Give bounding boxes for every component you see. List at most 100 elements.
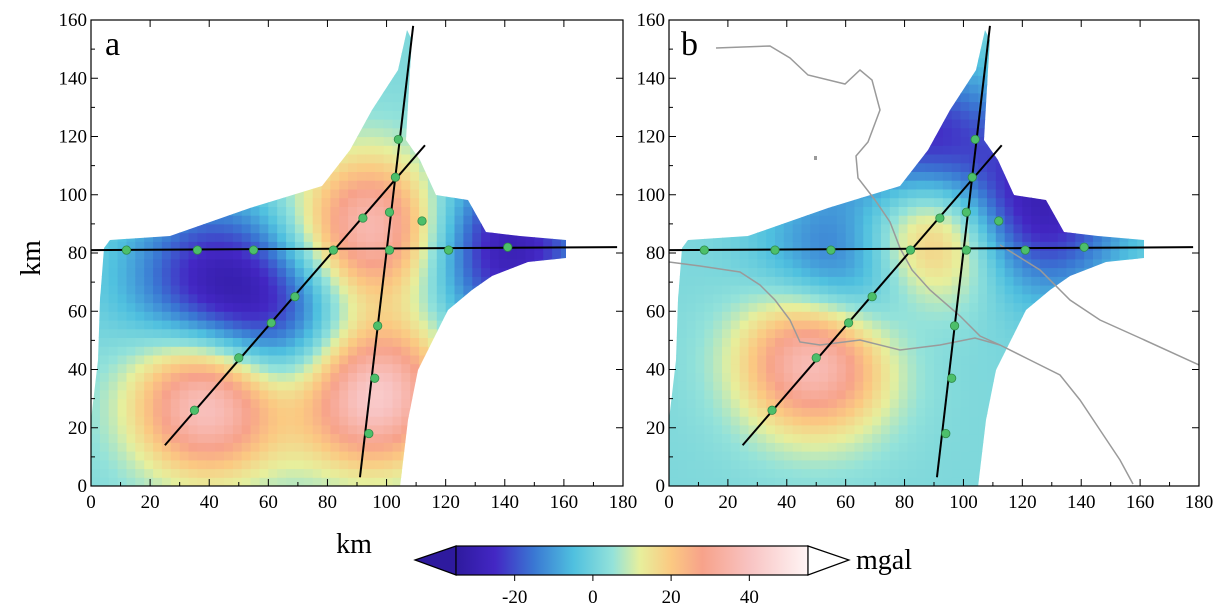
anomaly-cell xyxy=(215,258,225,269)
anomaly-cell xyxy=(206,328,216,338)
anomaly-cell xyxy=(135,354,145,365)
anomaly-cell xyxy=(775,276,785,286)
anomaly-cell xyxy=(925,389,935,400)
anomaly-cell xyxy=(188,372,198,382)
anomaly-cell xyxy=(215,381,225,391)
anomaly-cell xyxy=(197,424,207,435)
anomaly-cell xyxy=(775,381,785,391)
anomaly-cell xyxy=(321,442,331,452)
station-marker xyxy=(290,292,300,302)
anomaly-cell xyxy=(179,328,190,338)
anomaly-cell xyxy=(126,258,136,269)
anomaly-cell xyxy=(357,241,367,251)
anomaly-cell xyxy=(490,250,500,260)
anomaly-cell xyxy=(286,381,296,391)
anomaly-cell xyxy=(722,363,732,373)
anomaly-cell xyxy=(383,276,394,286)
anomaly-cell xyxy=(117,398,128,408)
anomaly-cell xyxy=(277,433,287,443)
station-marker xyxy=(393,134,403,145)
anomaly-cell xyxy=(686,451,697,461)
anomaly-cell xyxy=(925,381,935,391)
anomaly-cell xyxy=(303,407,314,417)
anomaly-cell xyxy=(845,372,856,382)
anomaly-cell xyxy=(766,232,776,242)
anomaly-cell xyxy=(179,381,190,391)
anomaly-cell xyxy=(739,468,750,478)
anomaly-cell xyxy=(713,311,723,321)
anomaly-cell xyxy=(161,363,172,373)
anomaly-cell xyxy=(339,162,349,172)
anomaly-cell xyxy=(810,293,820,304)
anomaly-cell xyxy=(713,424,723,435)
y-tick-label: 0 xyxy=(78,476,88,497)
anomaly-cell xyxy=(224,285,234,295)
anomaly-cell xyxy=(144,241,154,251)
anomaly-cell xyxy=(872,389,882,400)
anomaly-cell xyxy=(427,215,438,225)
anomaly-cell xyxy=(117,433,128,443)
anomaly-cell xyxy=(819,328,829,338)
anomaly-cell xyxy=(828,293,838,304)
anomaly-cell xyxy=(481,250,491,260)
anomaly-cell xyxy=(117,285,128,295)
anomaly-cell xyxy=(916,180,926,190)
anomaly-cell xyxy=(294,346,305,356)
anomaly-cell xyxy=(330,302,340,312)
anomaly-cell xyxy=(872,363,882,373)
anomaly-cell xyxy=(854,433,864,443)
anomaly-cell xyxy=(348,232,358,242)
anomaly-cell xyxy=(766,433,776,443)
anomaly-cell xyxy=(126,311,136,321)
anomaly-cell xyxy=(179,354,190,365)
anomaly-cell xyxy=(775,267,785,277)
x-tick-label: 0 xyxy=(86,492,96,513)
anomaly-cell xyxy=(704,311,714,321)
anomaly-cell xyxy=(348,459,358,470)
anomaly-cell xyxy=(188,468,198,478)
anomaly-cell xyxy=(330,459,340,470)
anomaly-cell xyxy=(925,302,935,312)
anomaly-cell xyxy=(250,206,261,216)
anomaly-cell xyxy=(330,337,340,347)
anomaly-cell xyxy=(232,267,243,277)
anomaly-cell xyxy=(925,477,935,486)
anomaly-cell xyxy=(889,468,900,478)
anomaly-cell xyxy=(766,363,776,373)
anomaly-cell xyxy=(144,337,154,347)
anomaly-cell xyxy=(872,258,882,269)
anomaly-cell xyxy=(153,337,163,347)
anomaly-cell xyxy=(730,424,741,435)
anomaly-cell xyxy=(748,433,758,443)
anomaly-cell xyxy=(215,293,225,304)
anomaly-cell xyxy=(294,302,305,312)
anomaly-cell xyxy=(722,250,732,260)
anomaly-cell xyxy=(704,285,714,295)
anomaly-cell xyxy=(445,232,456,242)
anomaly-cell xyxy=(321,451,331,461)
anomaly-cell xyxy=(303,215,314,225)
anomaly-cell xyxy=(392,276,402,286)
anomaly-cell xyxy=(108,241,119,251)
anomaly-cell xyxy=(365,258,376,269)
station-marker xyxy=(373,321,383,331)
anomaly-cell xyxy=(383,302,394,312)
anomaly-cell xyxy=(704,381,714,391)
anomaly-cell xyxy=(828,363,838,373)
anomaly-cell xyxy=(757,346,767,356)
anomaly-cell xyxy=(224,372,234,382)
anomaly-cell xyxy=(197,468,207,478)
anomaly-cell xyxy=(916,250,926,260)
anomaly-cell xyxy=(775,424,785,435)
anomaly-cell xyxy=(126,468,136,478)
anomaly-cell xyxy=(748,250,758,260)
anomaly-cell xyxy=(828,223,838,234)
anomaly-cell xyxy=(783,459,794,470)
anomaly-cell xyxy=(722,241,732,251)
anomaly-cell xyxy=(286,354,296,365)
anomaly-cell xyxy=(321,424,331,435)
anomaly-cell xyxy=(881,328,891,338)
anomaly-cell xyxy=(792,468,803,478)
anomaly-cell xyxy=(170,459,181,470)
anomaly-cell xyxy=(144,433,154,443)
